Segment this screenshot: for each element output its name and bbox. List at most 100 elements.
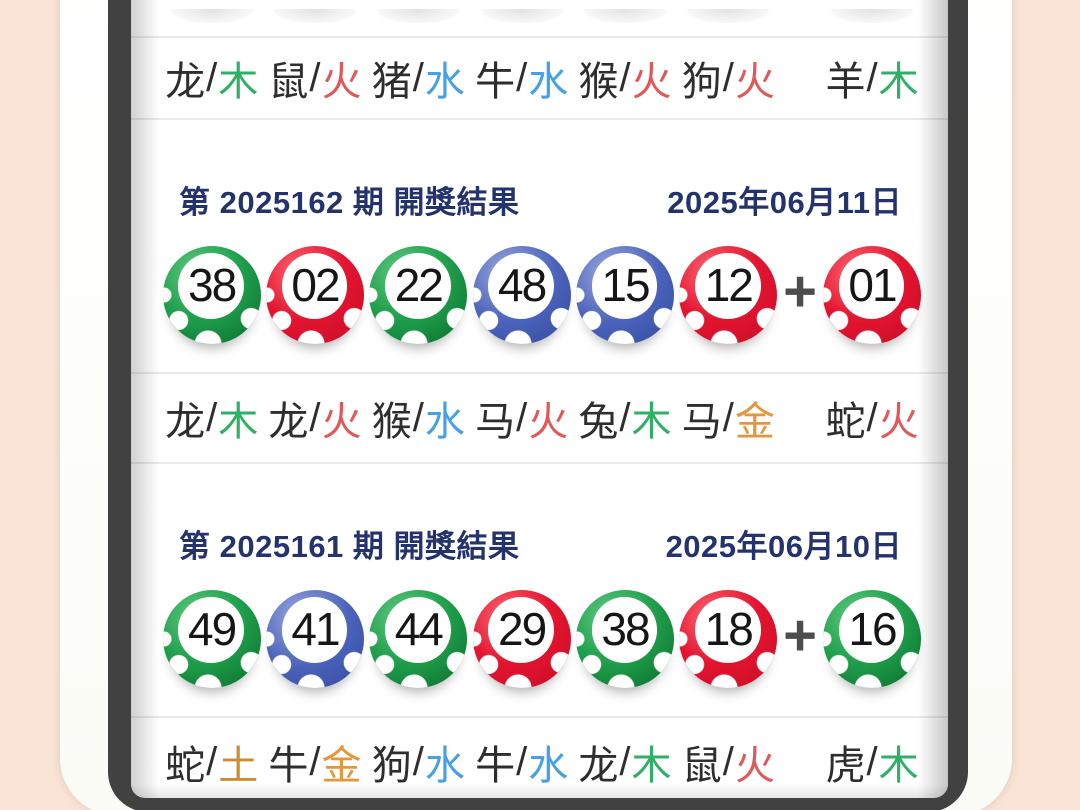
- zodiac-pair: 猴 / 火: [573, 49, 676, 107]
- zodiac-pair: 狗 / 水: [367, 733, 470, 791]
- ball-cell: 12: [677, 246, 780, 344]
- zodiac-pair: 龙 / 木: [160, 389, 263, 447]
- zodiac-pair: 蛇 / 土: [160, 733, 263, 791]
- ball-cell: 18: [677, 590, 780, 688]
- zodiac-element: 火: [631, 60, 672, 104]
- zodiac-animal: 猴: [371, 400, 412, 444]
- cutoff-ball: [377, 9, 460, 23]
- zodiac-slash: /: [412, 395, 424, 440]
- zodiac-element: 木: [218, 60, 259, 104]
- result-ball: 48: [472, 246, 571, 344]
- ball-number: 38: [601, 603, 650, 656]
- ball-cell: 01: [820, 246, 924, 344]
- result-ball: 44: [369, 590, 468, 688]
- draw-title: 第 2025162 期 開獎結果: [179, 184, 520, 220]
- ball-white-circle: [385, 596, 451, 663]
- zodiac-slash: /: [206, 55, 218, 100]
- zodiac-animal: 龙: [268, 400, 309, 444]
- zodiac-animal: 狗: [681, 60, 722, 104]
- zodiac-animal: 羊: [825, 60, 866, 104]
- zodiac-slash: /: [206, 395, 218, 440]
- cutoff-balls-row: [131, 0, 948, 36]
- ball-white-circle: [591, 596, 658, 663]
- zodiac-slash: /: [309, 739, 321, 784]
- zodiac-element: 木: [878, 60, 919, 104]
- ball-number: 01: [848, 259, 897, 312]
- zodiac-element: 火: [734, 60, 775, 104]
- zodiac-pair: 兔 / 木: [573, 389, 676, 447]
- zodiac-pair: 鼠 / 火: [677, 733, 780, 791]
- zodiac-animal: 猴: [578, 60, 619, 104]
- zodiac-animal: 蛇: [825, 400, 866, 444]
- zodiac-animal: 龙: [165, 400, 206, 444]
- ball-number: 12: [704, 259, 754, 312]
- zodiac-element: 火: [734, 744, 775, 788]
- zodiac-element: 水: [424, 744, 465, 788]
- ball-number: 29: [498, 603, 547, 656]
- zodiac-element: 木: [218, 400, 259, 444]
- zodiac-slash: /: [619, 55, 631, 100]
- ball-cell: 48: [470, 246, 573, 344]
- zodiac-pair: 龙 / 木: [160, 49, 263, 107]
- ball-number: 22: [394, 259, 444, 312]
- zodiac-animal: 鼠: [681, 744, 722, 788]
- result-ball: 02: [265, 246, 364, 344]
- zodiac-slash: /: [619, 739, 631, 784]
- zodiac-animal: 龙: [165, 60, 206, 104]
- ball-cell: 16: [820, 590, 924, 688]
- zodiac-pair: 马 / 金: [677, 389, 780, 447]
- cutoff-ball: [170, 9, 253, 23]
- zodiac-pair: 狗 / 火: [677, 49, 780, 107]
- zodiac-slash: /: [412, 739, 424, 784]
- ball-white-circle: [488, 252, 554, 319]
- zodiac-slash: /: [516, 55, 528, 100]
- ball-white-circle: [695, 252, 761, 319]
- ball-white-circle: [178, 596, 244, 663]
- ball-white-circle: [178, 252, 244, 319]
- lottery-results-screen: 龙 / 木鼠 / 火猪 / 水牛 / 水猴 / 火狗 / 火羊 / 木 第 2025162 期 開獎結果 2…: [131, 0, 948, 798]
- zodiac-pair: 马 / 火: [470, 389, 573, 447]
- zodiac-slash: /: [722, 55, 734, 100]
- zodiac-animal: 虎: [825, 744, 866, 788]
- zodiac-pair: 猪 / 水: [367, 49, 470, 107]
- draw-header: 第 2025162 期 開獎結果 2025年06月11日: [131, 176, 948, 222]
- ball-white-circle: [838, 252, 905, 319]
- ball-cell: 15: [573, 246, 676, 344]
- ball-number: 44: [394, 603, 444, 656]
- result-ball: 38: [162, 246, 261, 344]
- divider: [131, 716, 948, 718]
- zodiac-element: 火: [528, 400, 569, 444]
- zodiac-slash: /: [866, 55, 878, 100]
- result-ball: 15: [575, 246, 674, 344]
- zodiac-pair: 羊 / 木: [820, 49, 924, 107]
- zodiac-pair: 龙 / 木: [573, 733, 676, 791]
- zodiac-slash: /: [619, 395, 631, 440]
- zodiac-element: 金: [734, 400, 775, 444]
- zodiac-slash: /: [866, 739, 878, 784]
- zodiac-animal: 龙: [578, 744, 619, 788]
- zodiac-element: 木: [631, 400, 672, 444]
- zodiac-animal: 马: [475, 400, 516, 444]
- special-ball: 16: [823, 590, 921, 688]
- divider: [131, 118, 948, 120]
- draw-section: 第 2025161 期 開獎結果 2025年06月10日 49 41 44 29 38 1…: [131, 520, 948, 798]
- ball-cell: 49: [160, 590, 263, 688]
- draw-section: 第 2025162 期 開獎結果 2025年06月11日 38 02 22 48 15 1…: [131, 176, 948, 464]
- zodiac-pair: 牛 / 水: [470, 733, 573, 791]
- ball-white-circle: [488, 596, 554, 663]
- zodiac-slash: /: [722, 395, 734, 440]
- zodiac-animal: 牛: [475, 60, 516, 104]
- ball-cell: 38: [573, 590, 676, 688]
- zodiac-element: 火: [878, 400, 919, 444]
- zodiac-slash: /: [309, 395, 321, 440]
- zodiac-element: 水: [528, 744, 569, 788]
- cutoff-ball: [480, 9, 563, 23]
- zodiac-pair: 蛇 / 火: [820, 389, 924, 447]
- divider: [131, 462, 948, 464]
- balls-row: 49 41 44 29 38 18 +16: [131, 590, 948, 688]
- zodiac-element: 水: [528, 60, 569, 104]
- ball-number: 48: [498, 259, 547, 312]
- ball-cell: 44: [367, 590, 470, 688]
- zodiac-slash: /: [516, 395, 528, 440]
- zodiac-pair: 虎 / 木: [820, 733, 924, 791]
